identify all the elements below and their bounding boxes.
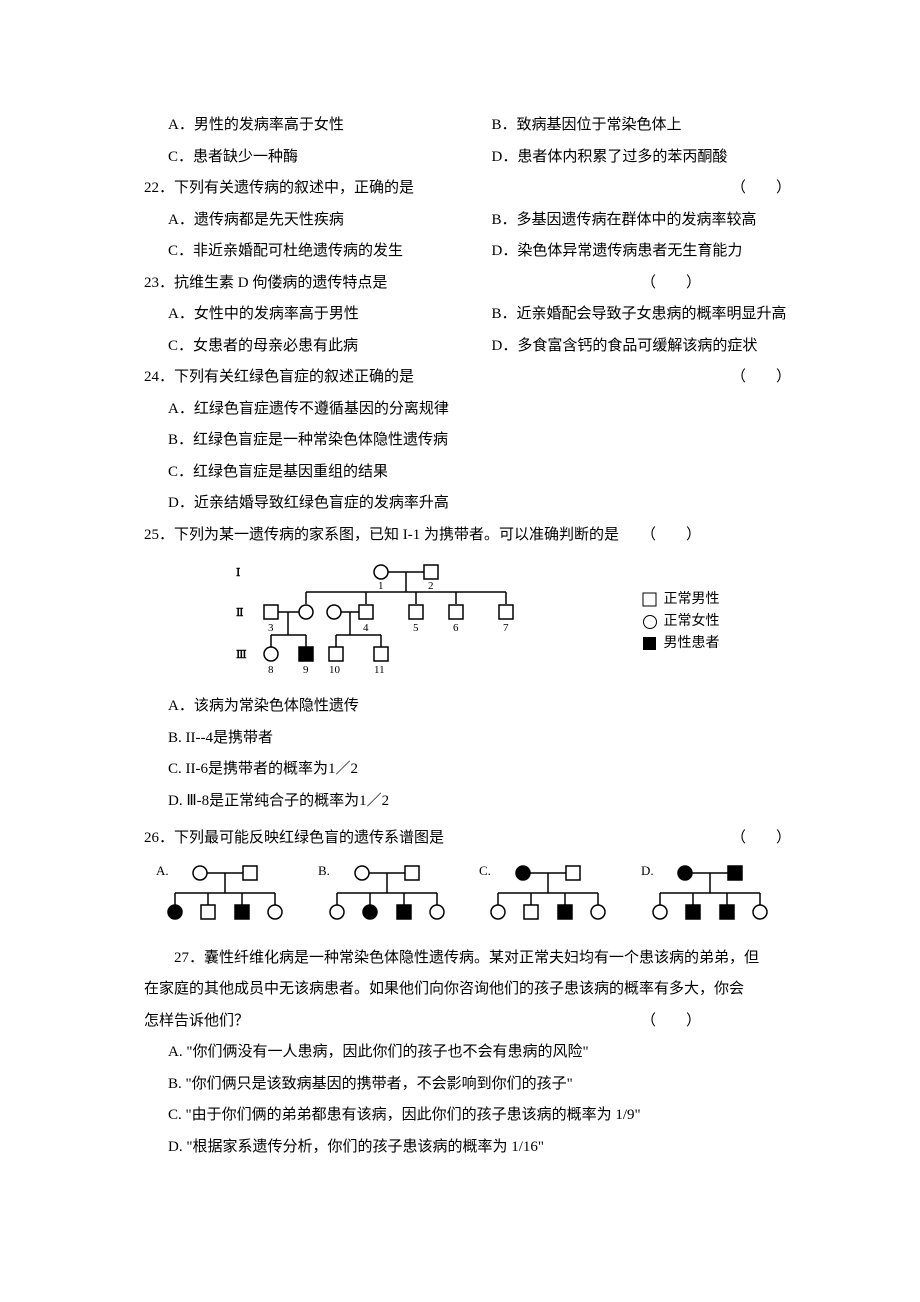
q26-opt-a: A. — [144, 859, 306, 939]
q26-d-label: D. — [641, 863, 654, 878]
q27-opt-d: D. "根据家系遗传分析，你们的孩子患该病的概率为 1/16" — [144, 1132, 791, 1164]
q26-a-label: A. — [156, 863, 169, 878]
q23-stem: 23．抗维生素 D 佝偻病的遗传特点是 （ ） — [144, 268, 791, 300]
q27-stem-line1: 27．囊性纤维化病是一种常染色体隐性遗传病。某对正常夫妇均有一个患该病的弟弟，但 — [144, 943, 791, 975]
q25-opt-d: D. Ⅲ-8是正常纯合子的概率为1／2 — [144, 786, 791, 818]
ped-label-4: 4 — [363, 622, 369, 634]
q27-line3-text: 怎样告诉他们？ — [144, 1013, 249, 1029]
legend-aff-m-text: 男性患者 — [664, 631, 720, 658]
legend-normal-m: 正常男性 — [642, 589, 720, 611]
q22-stem-text: 22．下列有关遗传病的叙述中，正确的是 — [144, 180, 414, 196]
gen-1-label: Ⅰ — [236, 567, 240, 579]
q26-options: A. B. — [144, 859, 791, 939]
q27-paren: （ ） — [641, 1006, 701, 1038]
q25-opt-b: B. II--4是携带者 — [144, 723, 791, 755]
gen-2-label: Ⅱ — [236, 607, 244, 619]
q26-b-label: B. — [318, 863, 330, 878]
ped-label-6: 6 — [453, 622, 459, 634]
q27-opt-b: B. "你们俩只是该致病基因的携带者，不会影响到你们的孩子" — [144, 1069, 791, 1101]
q21-opt-c: C．患者缺少一种酶 — [144, 142, 468, 174]
pedigree-svg: 1 2 3 4 5 6 7 8 9 10 11 Ⅰ Ⅱ Ⅲ — [216, 557, 616, 687]
q22-opt-d: D．染色体异常遗传病患者无生育能力 — [468, 236, 792, 268]
q27-opt-c: C. "由于你们俩的弟弟都患有该病，因此你们的孩子患该病的概率为 1/9" — [144, 1100, 791, 1132]
q25-opt-a: A．该病为常染色体隐性遗传 — [144, 691, 791, 723]
q23-options: A．女性中的发病率高于男性 B．近亲婚配会导致子女患病的概率明显升高 C．女患者… — [144, 299, 791, 362]
q24-options: A．红绿色盲症遗传不遵循基因的分离规律 B．红绿色盲症是一种常染色体隐性遗传病 … — [144, 394, 791, 520]
q22-stem: 22．下列有关遗传病的叙述中，正确的是 （ ） — [144, 173, 791, 205]
q24-opt-c: C．红绿色盲症是基因重组的结果 — [144, 457, 791, 489]
q23-paren: （ ） — [641, 268, 701, 300]
q23-opt-b: B．近亲婚配会导致子女患病的概率明显升高 — [468, 299, 792, 331]
q26-opt-d: D. — [629, 859, 791, 939]
q26-stem: 26．下列最可能反映红绿色盲的遗传系谱图是 （ ） — [144, 823, 791, 855]
ped-label-8: 8 — [268, 664, 274, 676]
q24-stem: 24．下列有关红绿色盲症的叙述正确的是 （ ） — [144, 362, 791, 394]
q21-opt-d: D．患者体内积累了过多的苯丙酮酸 — [468, 142, 792, 174]
legend-normal-f: 正常女性 — [642, 611, 720, 633]
q24-paren: （ ） — [731, 362, 791, 394]
gen-3-label: Ⅲ — [236, 649, 247, 661]
q21-options: A．男性的发病率高于女性 B．致病基因位于常染色体上 C．患者缺少一种酶 D．患… — [144, 110, 791, 173]
ped-label-3: 3 — [268, 622, 274, 634]
q24-stem-text: 24．下列有关红绿色盲症的叙述正确的是 — [144, 369, 414, 385]
q23-opt-d: D．多食富含钙的食品可缓解该病的症状 — [468, 331, 792, 363]
q25-paren: （ ） — [641, 520, 701, 552]
q24-opt-b: B．红绿色盲症是一种常染色体隐性遗传病 — [144, 425, 791, 457]
pedigree-legend: 正常男性 正常女性 男性患者 — [642, 589, 720, 655]
q26-opt-b: B. — [306, 859, 468, 939]
q23-stem-text: 23．抗维生素 D 佝偻病的遗传特点是 — [144, 275, 387, 291]
ped-label-11: 11 — [374, 664, 385, 676]
q22-opt-c: C．非近亲婚配可杜绝遗传病的发生 — [144, 236, 468, 268]
q22-opt-a: A．遗传病都是先天性疾病 — [144, 205, 468, 237]
ped-label-1: 1 — [378, 580, 384, 592]
ped-label-7: 7 — [503, 622, 509, 634]
q26-paren: （ ） — [731, 823, 791, 855]
q25-options: A．该病为常染色体隐性遗传 B. II--4是携带者 C. II-6是携带者的概… — [144, 691, 791, 817]
q22-options: A．遗传病都是先天性疾病 B．多基因遗传病在群体中的发病率较高 C．非近亲婚配可… — [144, 205, 791, 268]
q27-opt-a: A. "你们俩没有一人患病，因此你们的孩子也不会有患病的风险" — [144, 1037, 791, 1069]
q22-paren: （ ） — [731, 173, 791, 205]
q25-opt-c: C. II-6是携带者的概率为1／2 — [144, 754, 791, 786]
q26-opt-c: C. — [468, 859, 630, 939]
q23-opt-c: C．女患者的母亲必患有此病 — [144, 331, 468, 363]
q27-stem-line3: 怎样告诉他们？ （ ） — [144, 1006, 791, 1038]
q25-stem-text: 25．下列为某一遗传病的家系图，已知 I-1 为携带者。可以准确判断的是 — [144, 527, 619, 543]
q23-opt-a: A．女性中的发病率高于男性 — [144, 299, 468, 331]
q25-pedigree: 1 2 3 4 5 6 7 8 9 10 11 Ⅰ Ⅱ Ⅲ 正常男性 正常女性 … — [144, 557, 791, 687]
ped-label-9: 9 — [303, 664, 309, 676]
q24-opt-d: D．近亲结婚导致红绿色盲症的发病率升高 — [144, 488, 791, 520]
q21-opt-a: A．男性的发病率高于女性 — [144, 110, 468, 142]
q27-stem-line2: 在家庭的其他成员中无该病患者。如果他们向你咨询他们的孩子患该病的概率有多大，你会 — [144, 974, 791, 1006]
ped-label-5: 5 — [413, 622, 419, 634]
ped-label-10: 10 — [329, 664, 341, 676]
q26-stem-text: 26．下列最可能反映红绿色盲的遗传系谱图是 — [144, 830, 444, 846]
q24-opt-a: A．红绿色盲症遗传不遵循基因的分离规律 — [144, 394, 791, 426]
ped-label-2: 2 — [428, 580, 434, 592]
q25-stem: 25．下列为某一遗传病的家系图，已知 I-1 为携带者。可以准确判断的是 （ ） — [144, 520, 791, 552]
q27-options: A. "你们俩没有一人患病，因此你们的孩子也不会有患病的风险" B. "你们俩只… — [144, 1037, 791, 1163]
legend-aff-m: 男性患者 — [642, 633, 720, 655]
q21-opt-b: B．致病基因位于常染色体上 — [468, 110, 792, 142]
q26-c-label: C. — [479, 863, 491, 878]
q22-opt-b: B．多基因遗传病在群体中的发病率较高 — [468, 205, 792, 237]
